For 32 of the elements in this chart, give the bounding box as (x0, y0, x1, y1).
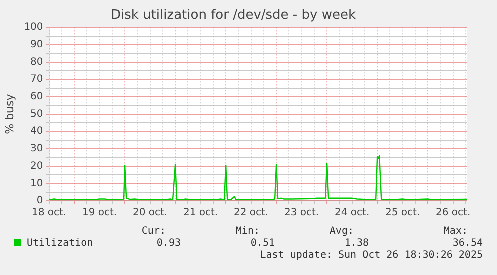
x-tick-label: 18 oct. (32, 208, 67, 219)
x-tick-label: 21 oct. (183, 208, 218, 219)
text: 0.93 (156, 238, 181, 249)
text: Max: (444, 226, 468, 237)
y-tick-label: 50 (30, 108, 44, 120)
text: Last update: Sun Oct 26 18:30:26 2025 (260, 250, 483, 261)
y-tick-label: 100 (24, 22, 44, 34)
text: Min: (236, 226, 260, 237)
x-tick-label: 25 oct. (386, 208, 420, 219)
text: Cur: (142, 226, 166, 237)
y-tick-label: 30 (30, 144, 44, 155)
legend-label: Utilization (26, 238, 94, 249)
y-tick-label: 10 (30, 178, 44, 190)
y-tick-label: 40 (30, 126, 44, 138)
text: 36.54 (452, 238, 483, 249)
chart-title: Disk utilization for /dev/sde - by week (111, 8, 356, 24)
x-tick-label: 20 oct. (132, 208, 168, 219)
text: 1.38 (344, 238, 369, 249)
x-tick-label: 24 oct. (335, 208, 370, 219)
y-tick-label: 60 (30, 92, 44, 103)
y-tick-label: 20 (30, 160, 44, 172)
y-tick-label: 80 (30, 56, 44, 68)
x-tick-label: 23 oct. (284, 208, 320, 219)
x-tick-label: 26 oct. (436, 208, 471, 219)
y-tick-label: 90 (30, 40, 44, 51)
y-tick-label: 0 (36, 196, 44, 207)
y-tick-label: 70 (30, 74, 44, 86)
y-axis-title: % busy (3, 94, 16, 134)
x-tick-label: 19 oct. (82, 208, 118, 219)
text: 0.51 (250, 238, 275, 249)
x-tick-label: 22 oct. (234, 208, 269, 219)
text: Avg: (330, 226, 354, 237)
